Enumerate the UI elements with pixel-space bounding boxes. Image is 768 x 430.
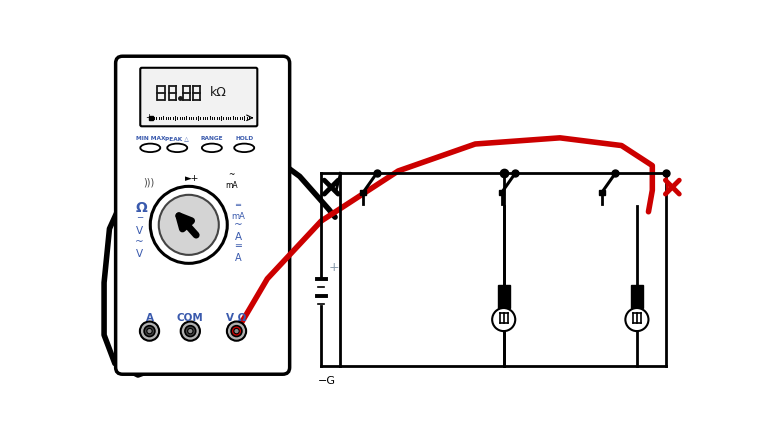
- FancyBboxPatch shape: [141, 68, 257, 126]
- Ellipse shape: [234, 144, 254, 152]
- Text: V Ω: V Ω: [227, 313, 247, 323]
- Text: ‾
V: ‾ V: [136, 217, 143, 236]
- Circle shape: [180, 322, 200, 341]
- Text: ))): ))): [143, 178, 154, 187]
- Ellipse shape: [167, 144, 187, 152]
- Bar: [360, 190, 366, 195]
- Circle shape: [492, 308, 515, 331]
- Text: −G: −G: [317, 376, 336, 386]
- Text: ►+: ►+: [184, 174, 199, 183]
- Text: RANGE: RANGE: [200, 136, 223, 141]
- Text: ~
V: ~ V: [135, 237, 144, 259]
- Bar: [498, 285, 510, 308]
- FancyBboxPatch shape: [116, 56, 290, 374]
- Text: COM: COM: [177, 313, 204, 323]
- Text: PEAK △: PEAK △: [165, 136, 189, 141]
- Circle shape: [625, 308, 648, 331]
- Bar: [499, 190, 505, 195]
- Ellipse shape: [202, 144, 222, 152]
- Circle shape: [140, 322, 159, 341]
- Circle shape: [185, 326, 196, 337]
- Circle shape: [233, 329, 239, 334]
- Text: MIN MAX: MIN MAX: [135, 136, 165, 141]
- Text: +: +: [145, 114, 152, 122]
- Circle shape: [151, 186, 227, 263]
- Text: ~
A: ~ A: [233, 220, 243, 242]
- Circle shape: [159, 195, 219, 255]
- Text: kΩ: kΩ: [210, 86, 227, 99]
- Text: ~
mA: ~ mA: [225, 170, 237, 190]
- Text: Ω: Ω: [135, 201, 147, 215]
- Circle shape: [227, 322, 247, 341]
- Bar: [631, 285, 643, 308]
- Ellipse shape: [141, 144, 161, 152]
- Circle shape: [231, 326, 242, 337]
- Bar: [599, 190, 604, 195]
- Circle shape: [187, 329, 193, 334]
- Text: HOLD: HOLD: [235, 136, 253, 141]
- Text: ═
A: ═ A: [235, 241, 241, 263]
- Text: ═
mA: ═ mA: [231, 201, 245, 221]
- Circle shape: [144, 326, 155, 337]
- Text: +: +: [328, 261, 339, 274]
- Circle shape: [147, 329, 152, 334]
- Text: A: A: [145, 313, 154, 323]
